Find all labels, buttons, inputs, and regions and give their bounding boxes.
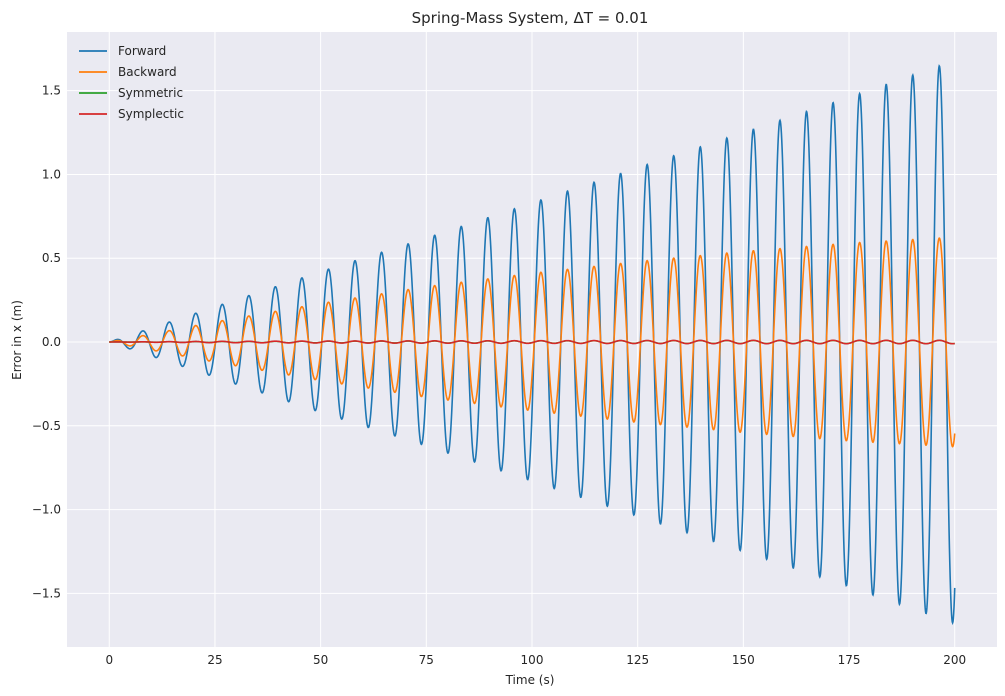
x-tick-label: 75 (419, 653, 434, 667)
legend-label-backward: Backward (118, 65, 177, 79)
chart-title: Spring-Mass System, ΔT = 0.01 (412, 9, 649, 27)
x-ticks: 0 25 50 75 100 125 150 175 200 (105, 653, 966, 667)
x-tick-label: 0 (105, 653, 113, 667)
x-tick-label: 25 (207, 653, 222, 667)
series-line-symplectic (109, 339, 955, 345)
series-layer (109, 64, 956, 626)
x-tick-label: 175 (838, 653, 861, 667)
y-tick-label: 0.0 (42, 335, 61, 349)
series-line-forward (109, 64, 956, 626)
y-ticks: −1.5 −1.0 −0.5 0.0 0.5 1.0 1.5 (32, 84, 61, 601)
x-tick-label: 50 (313, 653, 328, 667)
series-line-backward (109, 237, 956, 448)
legend-label-forward: Forward (118, 44, 166, 58)
y-axis-label: Error in x (m) (10, 300, 24, 380)
y-tick-label: 1.5 (42, 84, 61, 98)
x-tick-label: 100 (521, 653, 544, 667)
grid (67, 32, 997, 647)
x-tick-label: 150 (732, 653, 755, 667)
x-tick-label: 125 (626, 653, 649, 667)
x-tick-label: 200 (943, 653, 966, 667)
y-tick-label: −0.5 (32, 419, 61, 433)
y-tick-label: −1.0 (32, 503, 61, 517)
y-tick-label: 1.0 (42, 167, 61, 181)
y-tick-label: −1.5 (32, 586, 61, 600)
legend-label-symmetric: Symmetric (118, 86, 183, 100)
legend: Forward Backward Symmetric Symplectic (79, 44, 184, 121)
x-axis-label: Time (s) (505, 673, 555, 687)
legend-label-symplectic: Symplectic (118, 107, 184, 121)
y-tick-label: 0.5 (42, 251, 61, 265)
